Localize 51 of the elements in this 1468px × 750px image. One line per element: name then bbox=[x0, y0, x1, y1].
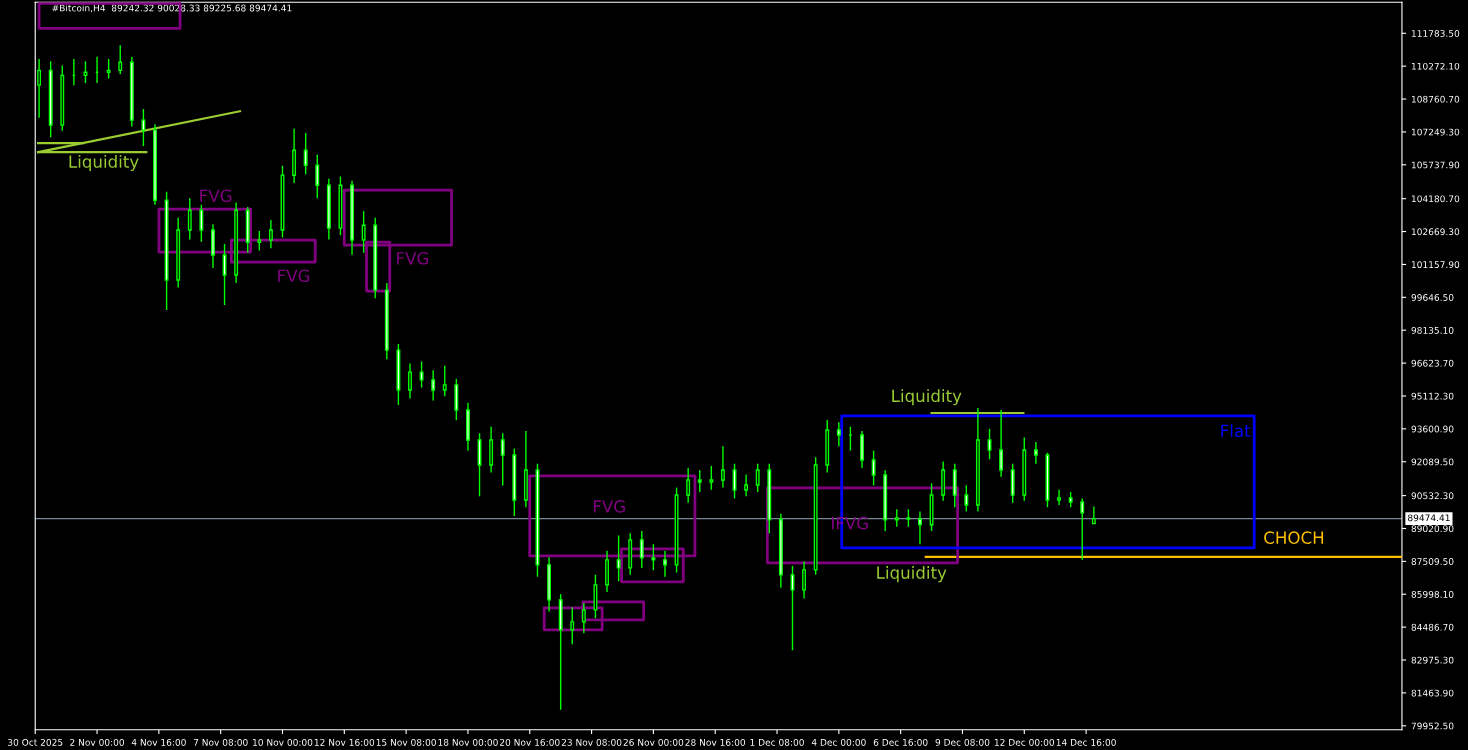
y-tick-label: 81463.90 bbox=[1411, 689, 1454, 697]
x-tick-label: 18 Nov 00:00 bbox=[438, 738, 498, 746]
y-tick-label: 79952.50 bbox=[1411, 722, 1454, 730]
x-tick-label: 28 Nov 16:00 bbox=[685, 738, 746, 746]
annotation: Liquidity bbox=[877, 566, 947, 583]
x-tick-label: 15 Nov 08:00 bbox=[376, 738, 436, 746]
y-tick-label: 111783.50 bbox=[1411, 30, 1460, 37]
y-tick-label: 98135.10 bbox=[1411, 326, 1454, 334]
annotation: CHOCH bbox=[1264, 531, 1324, 544]
y-tick-label: 92089.50 bbox=[1411, 458, 1454, 466]
y-tick-label: 93600.90 bbox=[1411, 425, 1454, 433]
annotation: Flat bbox=[1221, 424, 1251, 438]
x-tick-label: 30 Oct 2025 bbox=[8, 738, 63, 746]
y-tick-label: 82975.30 bbox=[1411, 656, 1454, 664]
x-tick-label: 6 Dec 16:00 bbox=[873, 738, 928, 746]
annotation: FVG bbox=[397, 252, 429, 265]
x-tick-label: 10 Nov 00:00 bbox=[253, 738, 313, 746]
x-tick-label: 26 Nov 00:00 bbox=[623, 738, 684, 746]
annotation: FVG bbox=[200, 189, 232, 203]
y-tick-label: 84486.70 bbox=[1411, 623, 1454, 631]
y-tick-label: 85998.10 bbox=[1411, 590, 1454, 598]
y-tick-label: 96623.70 bbox=[1411, 359, 1454, 367]
y-tick-label: 101157.90 bbox=[1411, 261, 1460, 269]
y-tick-label: 99646.50 bbox=[1411, 294, 1454, 301]
x-tick-label: 4 Dec 00:00 bbox=[811, 738, 866, 746]
x-tick-label: 7 Nov 08:00 bbox=[193, 738, 248, 746]
ref-line-label: 89474.41 bbox=[1408, 514, 1450, 522]
y-tick-label: 105737.90 bbox=[1411, 161, 1460, 169]
annotation: FVG bbox=[278, 269, 310, 283]
x-tick-label: 1 Dec 08:00 bbox=[750, 738, 804, 746]
x-tick-label: 12 Nov 16:00 bbox=[314, 738, 375, 746]
y-tick-label: 110272.10 bbox=[1411, 62, 1460, 70]
annotation: Liquidity bbox=[69, 154, 139, 172]
x-tick-label: 23 Nov 08:00 bbox=[561, 738, 622, 746]
y-tick-label: 90532.30 bbox=[1411, 492, 1454, 500]
y-tick-label: 104180.70 bbox=[1411, 195, 1460, 203]
annotation: FVG bbox=[593, 500, 625, 513]
x-tick-label: 9 Dec 08:00 bbox=[935, 738, 990, 746]
y-tick-label: 87509.50 bbox=[1411, 558, 1454, 565]
x-tick-label: 4 Nov 16:00 bbox=[131, 738, 186, 746]
chart-title: #Bitcoin,H4 89242.32 90028.33 89225.68 89474.41 bbox=[52, 4, 292, 13]
x-tick-label: 12 Dec 00:00 bbox=[994, 738, 1055, 746]
y-tick-label: 95112.30 bbox=[1411, 392, 1454, 400]
y-tick-label: 102669.30 bbox=[1411, 228, 1460, 236]
y-tick-label: 89020.90 bbox=[1411, 525, 1454, 533]
x-tick-label: 20 Nov 16:00 bbox=[499, 738, 560, 746]
y-tick-label: 108760.70 bbox=[1411, 95, 1460, 103]
x-tick-label: 14 Dec 16:00 bbox=[1056, 738, 1116, 746]
y-tick-label: 107249.30 bbox=[1411, 128, 1460, 136]
x-tick-label: 2 Nov 00:00 bbox=[70, 738, 125, 746]
annotation: Liquidity bbox=[892, 389, 962, 406]
